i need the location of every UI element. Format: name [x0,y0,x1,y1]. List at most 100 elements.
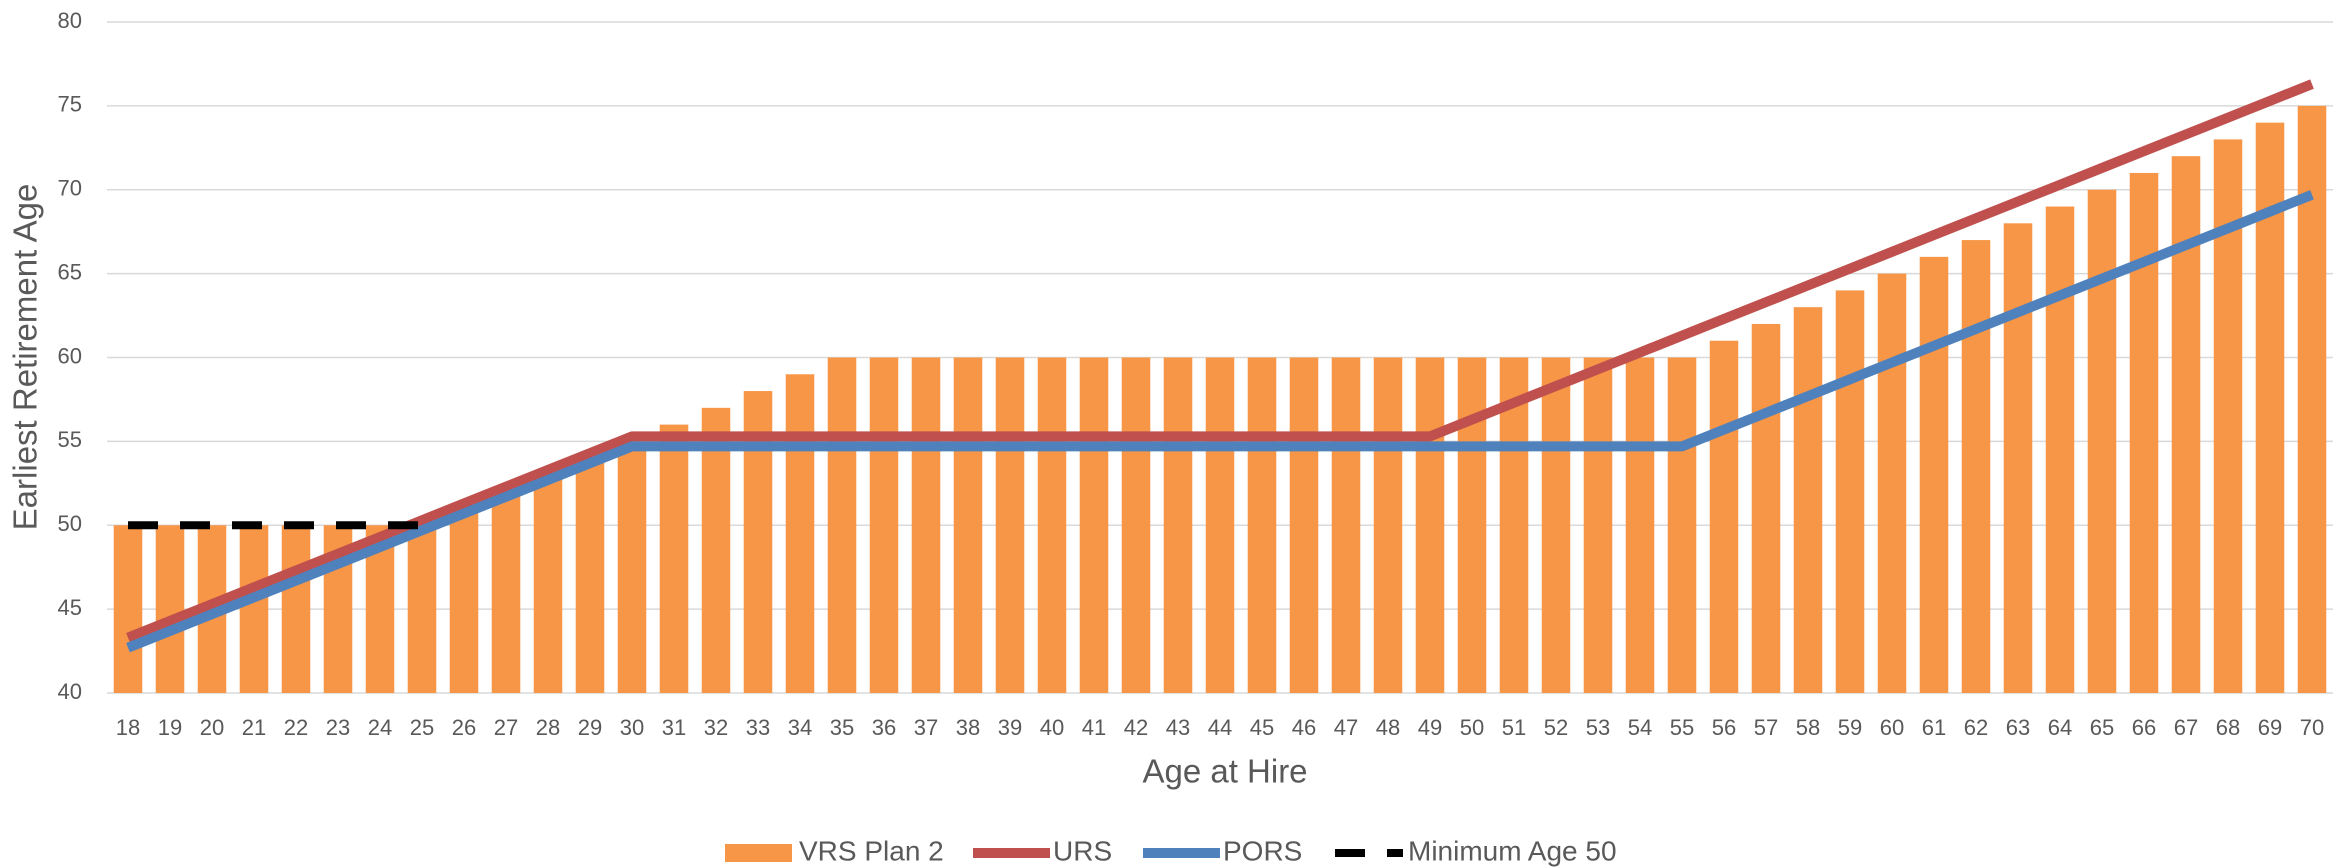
bar [1121,357,1151,693]
bar [1331,357,1361,693]
bar [1079,357,1109,693]
y-tick-label: 55 [58,427,82,452]
x-tick-label: 44 [1208,715,1232,740]
legend-label: PORS [1223,835,1302,866]
bar [2003,223,2033,694]
x-tick-label: 53 [1586,715,1610,740]
bar [1205,357,1235,693]
y-tick-label: 60 [58,343,82,368]
x-tick-label: 50 [1460,715,1484,740]
bar [911,357,941,693]
x-axis-label: Age at Hire [1142,753,1307,790]
y-tick-label: 45 [58,595,82,620]
x-tick-label: 58 [1796,715,1820,740]
bar [575,458,605,693]
bar [2045,206,2075,693]
x-tick-label: 70 [2300,715,2324,740]
bar [1499,357,1529,693]
x-tick-label: 43 [1166,715,1190,740]
y-axis-label: Earliest Retirement Age [7,184,44,531]
x-tick-label: 46 [1292,715,1316,740]
x-tick-label: 36 [872,715,896,740]
bar [953,357,983,693]
x-tick-label: 49 [1418,715,1442,740]
x-tick-label: 29 [578,715,602,740]
bar [1289,357,1319,693]
bar [155,525,185,693]
bar [1835,290,1865,693]
bar [827,357,857,693]
y-tick-label: 70 [58,176,82,201]
bar [1625,357,1655,693]
bar [1457,357,1487,693]
y-tick-label: 40 [58,679,82,704]
x-tick-label: 48 [1376,715,1400,740]
x-tick-label: 39 [998,715,1022,740]
bar [701,407,731,693]
bar [491,491,521,693]
x-tick-label: 30 [620,715,644,740]
x-tick-label: 33 [746,715,770,740]
bar [1961,240,1991,693]
x-tick-label: 55 [1670,715,1694,740]
bar [743,391,773,693]
bar [449,508,479,693]
bar [995,357,1025,693]
bar [659,424,689,693]
x-tick-label: 69 [2258,715,2282,740]
x-tick-label: 35 [830,715,854,740]
x-tick-label: 45 [1250,715,1274,740]
bar [1667,357,1697,693]
x-tick-label: 25 [410,715,434,740]
legend-label: URS [1053,835,1112,866]
bar [617,441,647,693]
legend-label: Minimum Age 50 [1408,835,1617,866]
bar [2129,172,2159,694]
x-tick-label: 40 [1040,715,1064,740]
x-tick-label: 20 [200,715,224,740]
x-tick-label: 41 [1082,715,1106,740]
bar [1373,357,1403,693]
line-series [126,190,2314,653]
x-tick-label: 66 [2132,715,2156,740]
bar [1709,340,1739,693]
x-tick-label: 32 [704,715,728,740]
x-tick-label: 47 [1334,715,1358,740]
bar [1541,357,1571,693]
x-tick-label: 31 [662,715,686,740]
bar [1793,307,1823,693]
bar [239,525,269,693]
x-tick-label: 22 [284,715,308,740]
x-tick-label: 38 [956,715,980,740]
bar [1037,357,1067,693]
legend-label: VRS Plan 2 [799,835,944,866]
bar [1919,256,1949,693]
x-tick-label: 19 [158,715,182,740]
bar [1751,323,1781,693]
y-tick-label: 50 [58,511,82,536]
x-tick-label: 26 [452,715,476,740]
bar [407,525,437,693]
x-tick-label: 28 [536,715,560,740]
x-tick-label: 24 [368,715,392,740]
y-tick-label: 75 [58,92,82,117]
x-tick-label: 23 [326,715,350,740]
x-tick-label: 62 [1964,715,1988,740]
x-tick-label: 37 [914,715,938,740]
x-tick-label: 60 [1880,715,1904,740]
line-series [126,79,2314,643]
x-tick-label: 64 [2048,715,2072,740]
legend-swatch [725,844,792,862]
x-tick-label: 52 [1544,715,1568,740]
x-tick-label: 68 [2216,715,2240,740]
bar [281,525,311,693]
bar [533,474,563,693]
bar [869,357,899,693]
bar [785,374,815,693]
x-tick-label: 54 [1628,715,1652,740]
bar [1247,357,1277,693]
x-tick-label: 57 [1754,715,1778,740]
x-tick-label: 56 [1712,715,1736,740]
x-tick-label: 42 [1124,715,1148,740]
x-tick-label: 34 [788,715,812,740]
